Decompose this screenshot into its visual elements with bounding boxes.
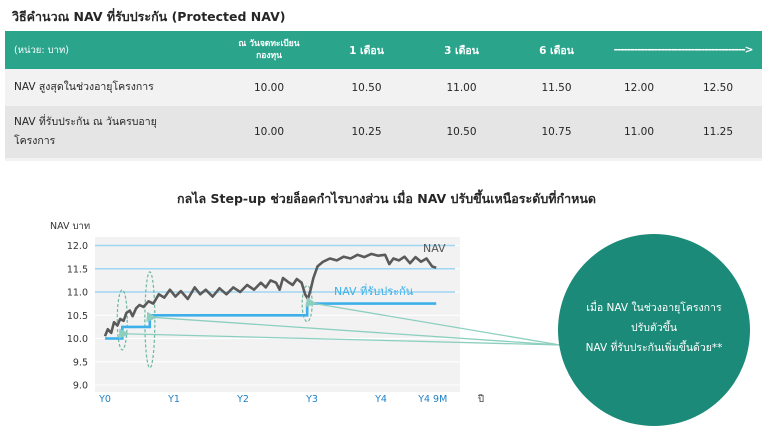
y-tick-label: 12.0 [67,241,88,252]
protected-nav-table: (หน่วย: บาท) ณ วันจดทะเบียนกองทุน 1 เดือ… [5,31,762,158]
x-tick-label: Y4 [374,394,387,405]
row-label-line2: โครงการ [14,135,56,147]
table-cell: 10.75 [509,106,604,158]
x-axis-label: ปี [477,393,484,405]
annotation-line1: เมื่อ NAV ในช่วงอายุโครงการ [586,300,722,314]
inception-header-line1: ณ วันจดทะเบียน [238,39,300,49]
table-cell: 11.00 [414,69,509,106]
y-tick-label: 9.5 [73,357,88,368]
x-tick-label: Y0 [98,394,111,405]
inception-header-line2: กองทุน [256,51,282,61]
table-row: NAV ที่รับประกัน ณ วันครบอายุโครงการ 10.… [5,106,762,158]
table-cell: 11.25 [674,106,762,158]
step-up-marker [116,289,128,351]
x-tick-label: Y3 [305,394,318,405]
y-tick-label: 11.5 [67,264,88,275]
continuation-arrow-header: ---------------------------------------> [604,31,762,69]
row-label-max-nav: NAV สูงสุดในช่วงอายุโครงการ [5,69,219,106]
table-cell: 12.50 [674,69,762,106]
row-label-line1: NAV ที่รับประกัน ณ วันครบอายุ [14,116,157,128]
annotation-pointer [119,328,561,346]
x-tick-label: Y4 9M [417,394,447,405]
x-tick-label: Y1 [167,394,180,405]
month1-header: 1 เดือน [319,31,414,69]
annotation-pointer [146,311,561,346]
y-tick-label: 10.5 [67,311,88,322]
table-cell: 11.00 [604,106,674,158]
row-label-protected-nav: NAV ที่รับประกัน ณ วันครบอายุโครงการ [5,106,219,158]
series-label-nav: NAV [423,242,446,255]
table-cell: 10.50 [319,69,414,106]
table-cell: 10.50 [414,106,509,158]
month6-header: 6 เดือน [509,31,604,69]
annotation-line2: ปรับตัวขึ้น [631,320,677,334]
annotation-bubble [558,234,750,426]
y-axis-label: NAV บาท [50,221,90,232]
y-tick-label: 10.0 [67,334,88,345]
table-cell: 10.00 [219,69,319,106]
chart-title: กลไล Step-up ช่วยล็อคกำไรบางส่วน เมื่อ N… [177,191,596,206]
table-header-row: (หน่วย: บาท) ณ วันจดทะเบียนกองทุน 1 เดือ… [5,31,762,69]
series-line-nav [103,252,437,337]
annotation-line3: NAV ที่รับประกันเพิ่มขึ้นด้วย** [586,340,723,354]
y-tick-label: 9.0 [73,381,88,392]
annotation-pointer [305,296,561,346]
month3-header: 3 เดือน [414,31,509,69]
table-cell: 11.50 [509,69,604,106]
series-label-protected-nav: NAV ที่รับประกัน [334,283,414,298]
y-tick-label: 11.0 [67,288,88,299]
table-cell: 10.00 [219,106,319,158]
x-tick-label: Y2 [236,394,249,405]
unit-header: (หน่วย: บาท) [5,31,219,69]
table-row: NAV สูงสุดในช่วงอายุโครงการ 10.00 10.50 … [5,69,762,106]
table-cell: 12.00 [604,69,674,106]
table-title: วิธีคำนวณ NAV ที่รับประกัน (Protected NA… [12,9,286,24]
inception-header: ณ วันจดทะเบียนกองทุน [219,31,319,69]
table-cell: 10.25 [319,106,414,158]
